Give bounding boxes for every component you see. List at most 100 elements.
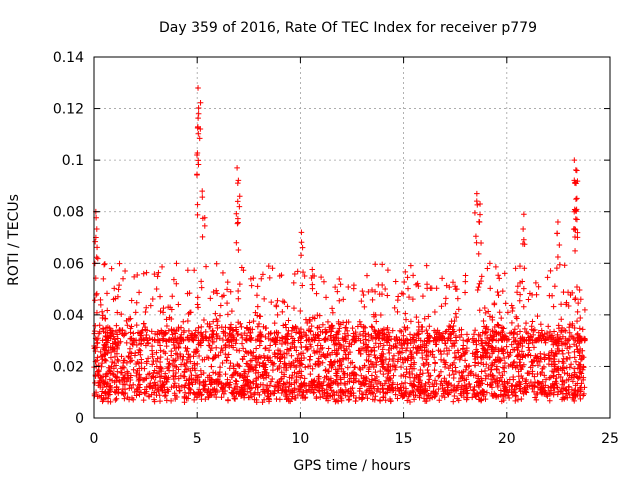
data-point [268, 378, 274, 385]
data-point [97, 297, 104, 303]
data-point [323, 328, 330, 335]
data-point [413, 372, 420, 379]
data-point [250, 378, 256, 385]
data-point [439, 337, 445, 344]
data-point [558, 316, 565, 323]
data-point [395, 356, 401, 363]
data-point [139, 327, 146, 334]
data-point [489, 344, 496, 351]
data-point [171, 276, 177, 283]
data-point [537, 332, 544, 339]
data-point [294, 268, 301, 275]
data-point [242, 348, 249, 355]
data-point [264, 384, 270, 390]
data-point [218, 302, 224, 309]
data-point [475, 360, 482, 367]
data-point [562, 341, 569, 348]
data-point [271, 350, 278, 356]
data-point [151, 379, 158, 386]
data-point [379, 261, 385, 268]
data-point [235, 362, 241, 369]
data-point [177, 336, 184, 343]
data-point [304, 320, 311, 326]
data-point [560, 360, 567, 366]
data-point [265, 263, 272, 269]
data-point [425, 335, 431, 342]
data-point [270, 367, 276, 373]
data-point [457, 390, 464, 397]
data-point [103, 334, 109, 340]
data-point [283, 396, 290, 403]
data-point [332, 366, 339, 373]
data-point [408, 382, 415, 388]
data-point [135, 349, 142, 356]
data-point [324, 351, 331, 357]
data-point [372, 354, 379, 361]
data-point [361, 304, 368, 310]
data-point [221, 292, 227, 299]
data-point [407, 390, 413, 396]
x-tick-label: 20 [498, 431, 516, 447]
data-point [523, 337, 530, 344]
data-point [108, 265, 115, 272]
data-point [316, 312, 323, 319]
data-point [392, 362, 398, 369]
data-point [523, 329, 530, 335]
data-point [133, 322, 140, 328]
data-point [229, 308, 235, 314]
data-point [181, 327, 187, 334]
data-point [345, 388, 352, 394]
data-point [345, 332, 351, 339]
data-point [164, 356, 171, 362]
data-point [311, 315, 318, 322]
data-point [477, 353, 484, 360]
data-point [207, 295, 214, 302]
data-point [420, 361, 427, 367]
data-point [452, 283, 458, 290]
data-point [136, 289, 142, 296]
data-point [110, 371, 116, 377]
data-point [293, 329, 299, 336]
data-point [233, 381, 239, 387]
data-point [375, 282, 382, 288]
data-point [111, 285, 118, 292]
data-point [217, 369, 223, 375]
data-point [387, 375, 394, 382]
data-point [291, 369, 298, 376]
data-point [487, 260, 493, 267]
data-point [421, 391, 428, 397]
data-point [140, 377, 146, 383]
data-point [556, 242, 563, 248]
data-point [229, 390, 236, 397]
data-point [98, 395, 105, 401]
y-tick-label: 0 [75, 411, 84, 427]
data-point [554, 384, 560, 391]
data-point [272, 341, 279, 348]
data-point [227, 325, 233, 331]
data-point [502, 393, 509, 399]
data-point [98, 302, 104, 308]
data-point [186, 386, 193, 392]
data-point [233, 210, 240, 217]
data-point [495, 393, 501, 400]
x-tick-label: 25 [601, 431, 619, 447]
data-point [308, 344, 314, 350]
data-point [157, 354, 164, 360]
data-point [166, 336, 173, 343]
data-point [578, 370, 585, 377]
data-point [322, 330, 329, 336]
data-point [505, 353, 512, 360]
data-point [406, 294, 412, 300]
data-point [484, 335, 490, 341]
data-point [480, 352, 487, 359]
data-point [298, 360, 304, 367]
data-point [133, 370, 140, 376]
data-point [325, 319, 331, 325]
data-point [373, 318, 380, 325]
data-point [578, 356, 584, 363]
data-point [493, 264, 499, 270]
data-point [226, 365, 233, 372]
data-point [194, 348, 201, 354]
data-point [419, 347, 425, 354]
data-point [234, 220, 241, 227]
